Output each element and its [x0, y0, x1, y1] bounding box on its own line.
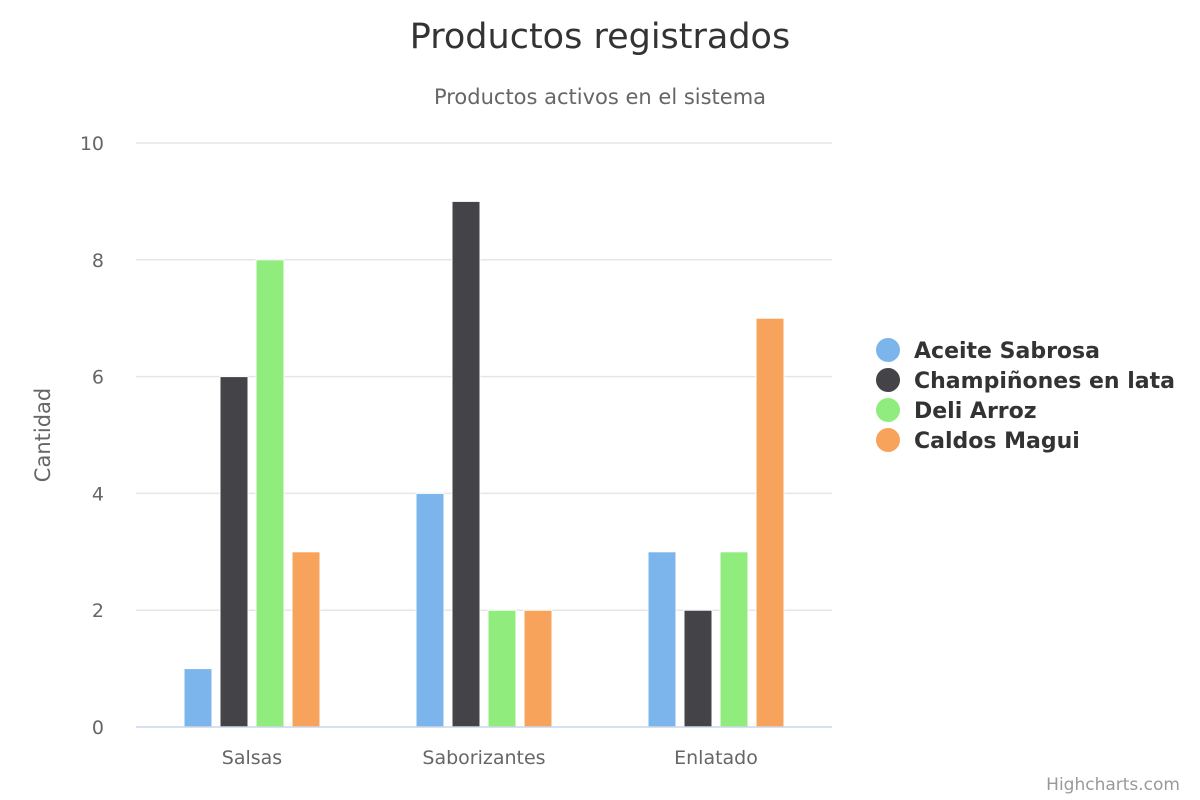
y-axis-ticks: 0 2 4 6 8 10	[80, 133, 104, 739]
bar[interactable]	[219, 376, 249, 728]
bar[interactable]	[291, 551, 321, 728]
legend-label[interactable]: Caldos Magui	[914, 429, 1080, 454]
bar[interactable]	[683, 609, 713, 728]
bar[interactable]	[451, 200, 481, 728]
plot-bars	[183, 200, 785, 728]
y-tick-label: 2	[92, 600, 104, 622]
y-tick-label: 4	[92, 483, 104, 505]
bar[interactable]	[415, 492, 445, 728]
bar[interactable]	[719, 551, 749, 728]
y-tick-label: 6	[92, 367, 104, 389]
legend-marker[interactable]	[876, 368, 900, 392]
y-tick-label: 0	[92, 717, 104, 739]
legend-marker[interactable]	[876, 398, 900, 422]
x-axis-ticks: Salsas Saborizantes Enlatado	[222, 747, 758, 769]
y-tick-label: 8	[92, 250, 104, 272]
legend-label[interactable]: Champiñones en lata	[914, 369, 1175, 394]
y-tick-label: 10	[80, 133, 104, 155]
bar[interactable]	[487, 609, 517, 728]
bar[interactable]	[183, 668, 213, 728]
legend-marker[interactable]	[876, 338, 900, 362]
x-tick-label: Enlatado	[674, 747, 758, 769]
bar[interactable]	[755, 317, 785, 728]
chart-title: Productos registrados	[410, 17, 790, 57]
legend: Aceite Sabrosa Champiñones en lata Deli Ar…	[876, 338, 1175, 454]
legend-marker[interactable]	[876, 428, 900, 452]
grid-lines	[136, 142, 832, 611]
bar[interactable]	[647, 551, 677, 728]
credits-link[interactable]: Highcharts.com	[1046, 775, 1180, 795]
legend-label[interactable]: Deli Arroz	[914, 399, 1037, 424]
bar[interactable]	[523, 609, 553, 728]
x-tick-label: Saborizantes	[422, 747, 545, 769]
chart-subtitle: Productos activos en el sistema	[434, 85, 766, 109]
x-tick-label: Salsas	[222, 747, 282, 769]
legend-label[interactable]: Aceite Sabrosa	[914, 339, 1100, 364]
bar[interactable]	[255, 259, 285, 728]
y-axis-title: Cantidad	[31, 388, 55, 482]
